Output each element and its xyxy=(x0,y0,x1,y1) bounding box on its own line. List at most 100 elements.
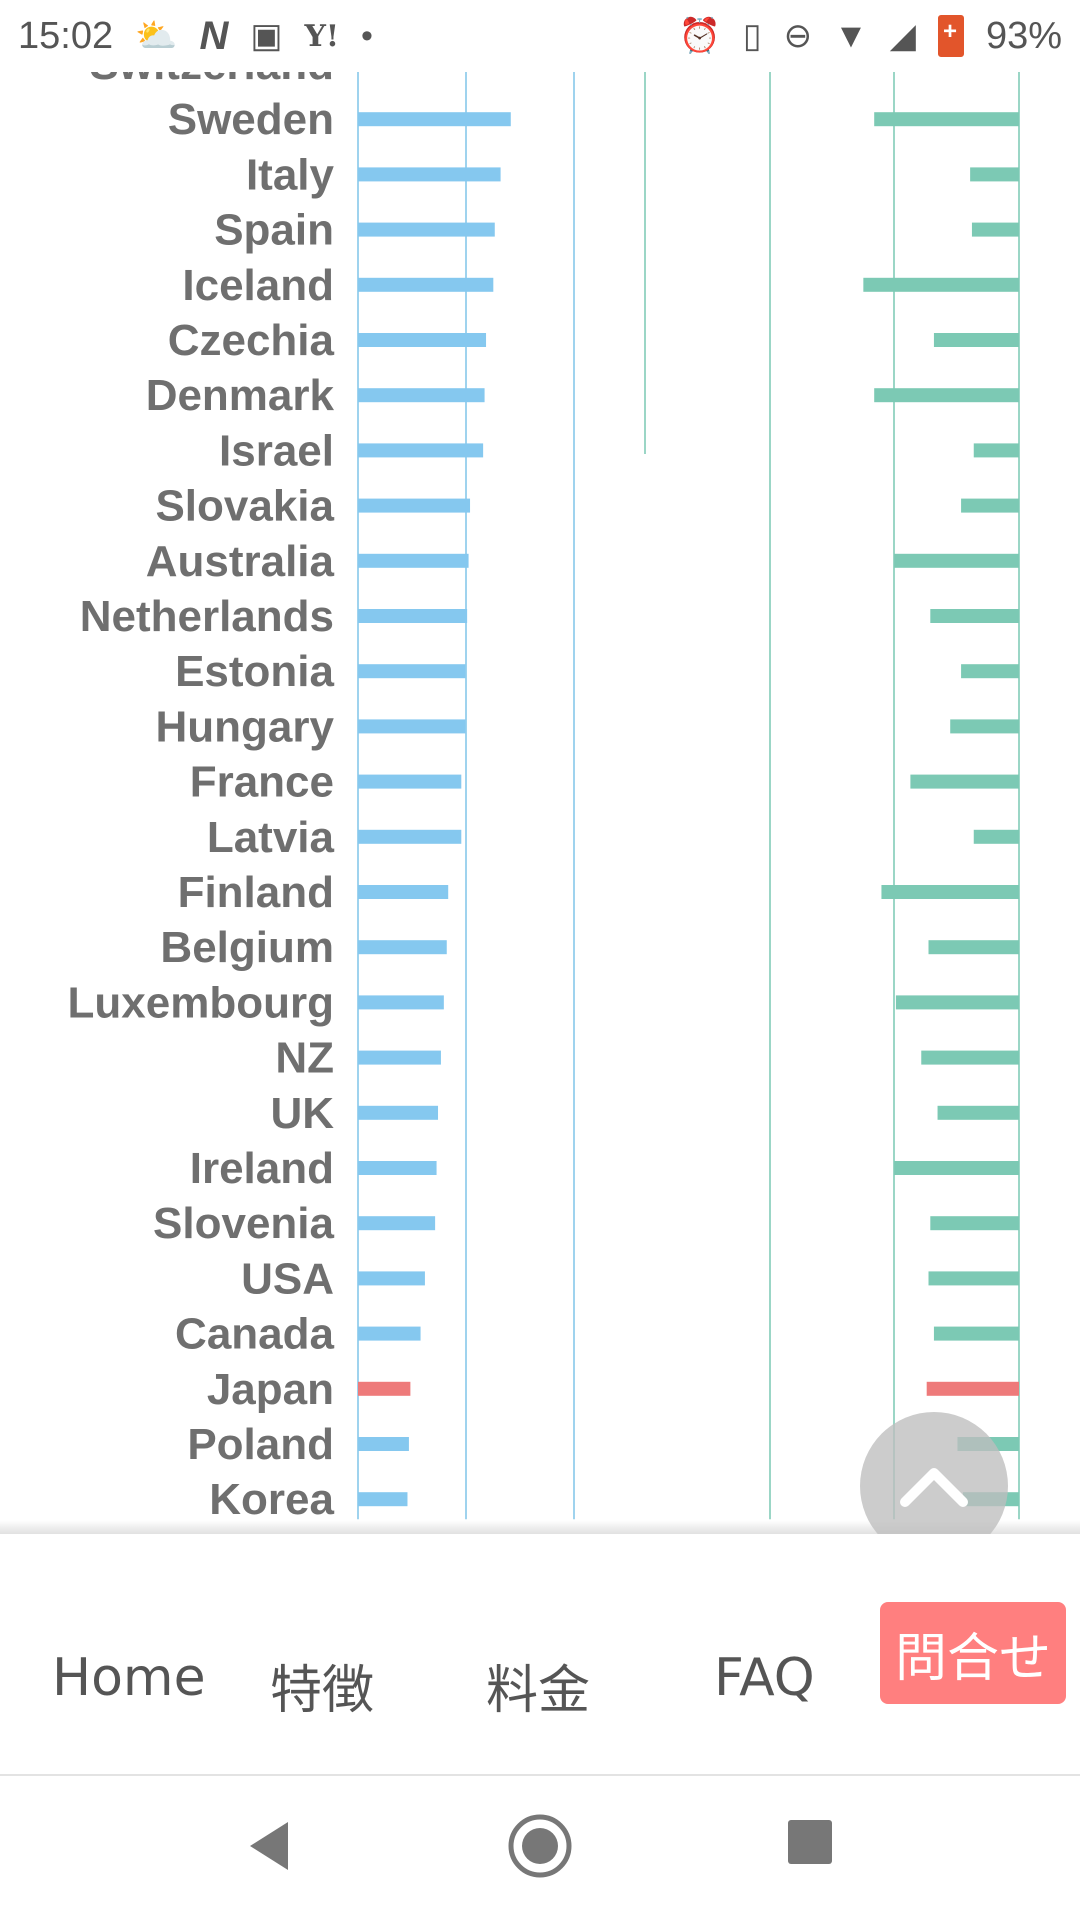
country-label: Latvia xyxy=(207,813,335,862)
country-label: Sweden xyxy=(168,95,334,144)
left-bar xyxy=(358,333,487,347)
right-bar xyxy=(863,277,1019,292)
right-bar xyxy=(930,609,1019,623)
left-bar xyxy=(358,995,444,1010)
left-bar xyxy=(358,1492,408,1507)
right-bar xyxy=(971,222,1019,237)
left-bar xyxy=(358,1105,439,1120)
country-label: France xyxy=(190,758,334,807)
country-label: Switzerland xyxy=(90,72,335,89)
country-label: Korea xyxy=(209,1475,334,1524)
country-label: Estonia xyxy=(175,647,334,696)
left-bar xyxy=(358,277,494,292)
left-bar xyxy=(358,222,495,237)
country-label: Czechia xyxy=(168,316,335,365)
country-label: Poland xyxy=(187,1420,334,1469)
wifi-icon: ▼ xyxy=(834,16,868,55)
right-bar xyxy=(881,885,1019,899)
right-bar xyxy=(973,829,1019,844)
right-bar xyxy=(933,1326,1019,1341)
right-bar xyxy=(894,553,1019,568)
left-bar xyxy=(358,553,469,568)
right-bar xyxy=(895,995,1019,1010)
dnd-icon: ⊖ xyxy=(783,17,813,55)
right-bar xyxy=(874,112,1019,127)
back-icon[interactable] xyxy=(244,1818,292,1874)
right-bar xyxy=(970,167,1019,182)
right-bar xyxy=(894,1161,1019,1175)
yahoo-icon: Y! xyxy=(304,18,340,54)
left-bar xyxy=(358,498,471,513)
right-bar xyxy=(928,940,1019,955)
country-label: Denmark xyxy=(146,371,335,420)
chart-svg: Switzerland Sweden Italy Spain Iceland Czechi… xyxy=(68,72,1020,1524)
left-bar xyxy=(358,112,511,127)
dot-icon: • xyxy=(361,16,373,55)
left-bar xyxy=(358,719,466,734)
country-label: NZ xyxy=(275,1034,334,1083)
chevron-up-icon xyxy=(900,1468,968,1507)
country-label: USA xyxy=(241,1254,334,1303)
right-bar xyxy=(961,664,1019,679)
country-label: Slovenia xyxy=(153,1199,334,1248)
left-bar xyxy=(358,1271,425,1286)
left-bar xyxy=(358,388,485,403)
chart: Switzerland Sweden Italy Spain Iceland Czechi… xyxy=(0,72,1080,1534)
nav-pricing[interactable]: 料金 xyxy=(486,1661,591,1721)
clock: 15:02 xyxy=(18,14,114,57)
battery-percent: 93% xyxy=(985,14,1062,57)
country-label: Japan xyxy=(207,1365,334,1414)
left-bar xyxy=(358,1326,421,1341)
nav-contact-button[interactable]: 問合せ xyxy=(880,1602,1066,1704)
country-label: UK xyxy=(270,1089,334,1138)
right-bar xyxy=(950,719,1019,734)
right-bar xyxy=(874,388,1019,403)
left-bar xyxy=(358,940,447,955)
country-label: Hungary xyxy=(156,702,335,751)
right-bar xyxy=(926,1381,1019,1396)
left-bar xyxy=(358,829,462,844)
left-bar xyxy=(358,1216,436,1231)
country-label: Canada xyxy=(175,1310,334,1359)
status-bar: 15:02 ⛅ N ▣ Y! • ⏰ ▯ ⊖ ▼ ◢ 93% xyxy=(0,0,1080,72)
alarm-icon: ⏰ xyxy=(678,17,721,55)
battery-icon xyxy=(937,15,964,57)
right-bar xyxy=(933,333,1019,347)
left-bar xyxy=(358,664,466,679)
nav-faq[interactable]: FAQ xyxy=(714,1648,815,1708)
chart-bottom-shadow xyxy=(0,1520,1080,1534)
recents-square-icon[interactable] xyxy=(786,1818,834,1866)
right-bar xyxy=(973,443,1019,458)
vibrate-icon: ▯ xyxy=(742,17,762,55)
left-bar xyxy=(358,609,468,623)
android-nav-bar xyxy=(0,1776,1080,1920)
left-bar xyxy=(358,1161,437,1175)
country-label: Ireland xyxy=(190,1144,334,1193)
nav-features[interactable]: 特徴 xyxy=(270,1661,375,1721)
country-label: Belgium xyxy=(160,923,334,972)
country-label: Netherlands xyxy=(80,592,334,641)
left-bar xyxy=(358,774,462,789)
country-label: Spain xyxy=(214,206,334,255)
right-bar xyxy=(921,1050,1019,1065)
left-bar xyxy=(358,1050,441,1065)
country-label: Australia xyxy=(146,537,335,586)
nav-home[interactable]: Home xyxy=(52,1648,206,1708)
country-label: Iceland xyxy=(182,261,334,310)
right-bar xyxy=(961,498,1019,513)
home-circle-icon[interactable] xyxy=(506,1812,574,1880)
weather-icon: ⛅ xyxy=(135,17,178,55)
right-bar xyxy=(910,774,1019,789)
bottom-navigation: Home 特徴 料金 FAQ 問合せ xyxy=(0,1534,1080,1776)
signal-icon: ◢ xyxy=(889,17,916,55)
sim-icon: ▣ xyxy=(250,17,283,55)
country-label: Italy xyxy=(246,150,335,199)
left-bar xyxy=(358,885,449,899)
left-bar xyxy=(358,1437,409,1451)
news-n-icon: N xyxy=(199,13,229,58)
right-bar xyxy=(930,1216,1019,1231)
left-bar xyxy=(358,1381,411,1396)
left-bar xyxy=(358,443,484,458)
country-label: Israel xyxy=(219,426,334,475)
right-bar xyxy=(928,1271,1019,1286)
